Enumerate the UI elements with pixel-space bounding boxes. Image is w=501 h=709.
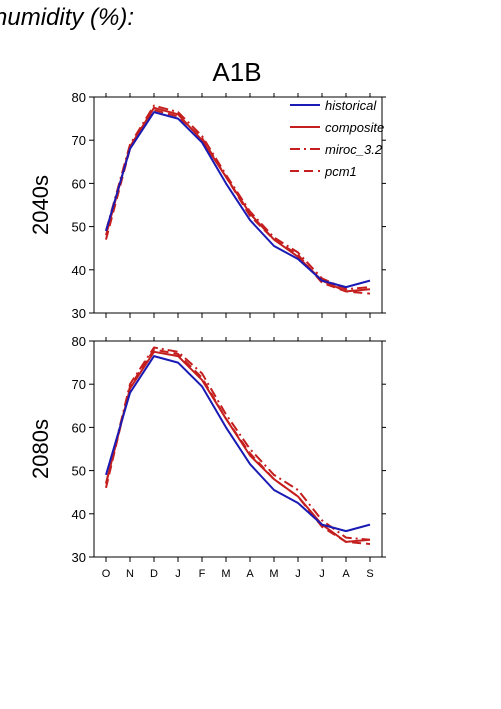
- panel-2040s: 30 40 50 60 70 80 2040s historical composite miro…: [28, 90, 386, 321]
- series-line-historical: [105, 111, 371, 289]
- series-line-pcm1: [105, 348, 371, 545]
- y-tick-label: 40: [72, 507, 86, 522]
- x-tick-label: J: [295, 568, 301, 580]
- series-line-composite: [105, 350, 371, 543]
- x-tick-label: M: [221, 568, 230, 580]
- y-tick-label: 50: [72, 464, 86, 479]
- x-tick-label: F: [199, 568, 206, 580]
- panel-row-label: 2080s: [28, 419, 53, 479]
- y-tick-label: 30: [72, 550, 86, 565]
- x-tick-label: J: [175, 568, 181, 580]
- series-line-miroc-3-2: [105, 104, 371, 291]
- plot-frame: [93, 96, 383, 314]
- y-tick-label: 70: [72, 377, 86, 392]
- y-tick-label: 80: [72, 90, 86, 105]
- series-line-composite: [105, 106, 371, 293]
- x-tick-label: S: [366, 568, 373, 580]
- x-tick-label: M: [269, 568, 278, 580]
- legend-label: historical: [325, 98, 377, 113]
- page-title: humidity (%):: [0, 4, 135, 31]
- plot-frame: [93, 340, 383, 558]
- legend-label: composite: [325, 120, 384, 135]
- x-tick-label: A: [246, 568, 254, 580]
- y-tick-label: 80: [72, 334, 86, 349]
- y-tick-label: 60: [72, 176, 86, 191]
- x-tick-label: A: [342, 568, 350, 580]
- panel-row-label: 2040s: [28, 175, 53, 235]
- legend-label: miroc_3.2: [325, 142, 383, 157]
- y-tick-label: 40: [72, 263, 86, 278]
- panel-2080s: 30 40 50 60 70 80 O N D J F M A M J J A S 2080s: [28, 334, 386, 580]
- x-tick-label: N: [126, 568, 134, 580]
- x-tick-label: J: [319, 568, 325, 580]
- y-tick-label: 60: [72, 420, 86, 435]
- y-tick-label: 50: [72, 220, 86, 235]
- legend-label: pcm1: [324, 164, 357, 179]
- series-line-miroc-3-2: [105, 346, 371, 541]
- x-tick-label: D: [150, 568, 158, 580]
- y-tick-label: 30: [72, 306, 86, 321]
- y-tick-label: 70: [72, 133, 86, 148]
- series-line-historical: [105, 355, 371, 533]
- scenario-label: A1B: [212, 57, 261, 87]
- x-tick-label: O: [102, 568, 111, 580]
